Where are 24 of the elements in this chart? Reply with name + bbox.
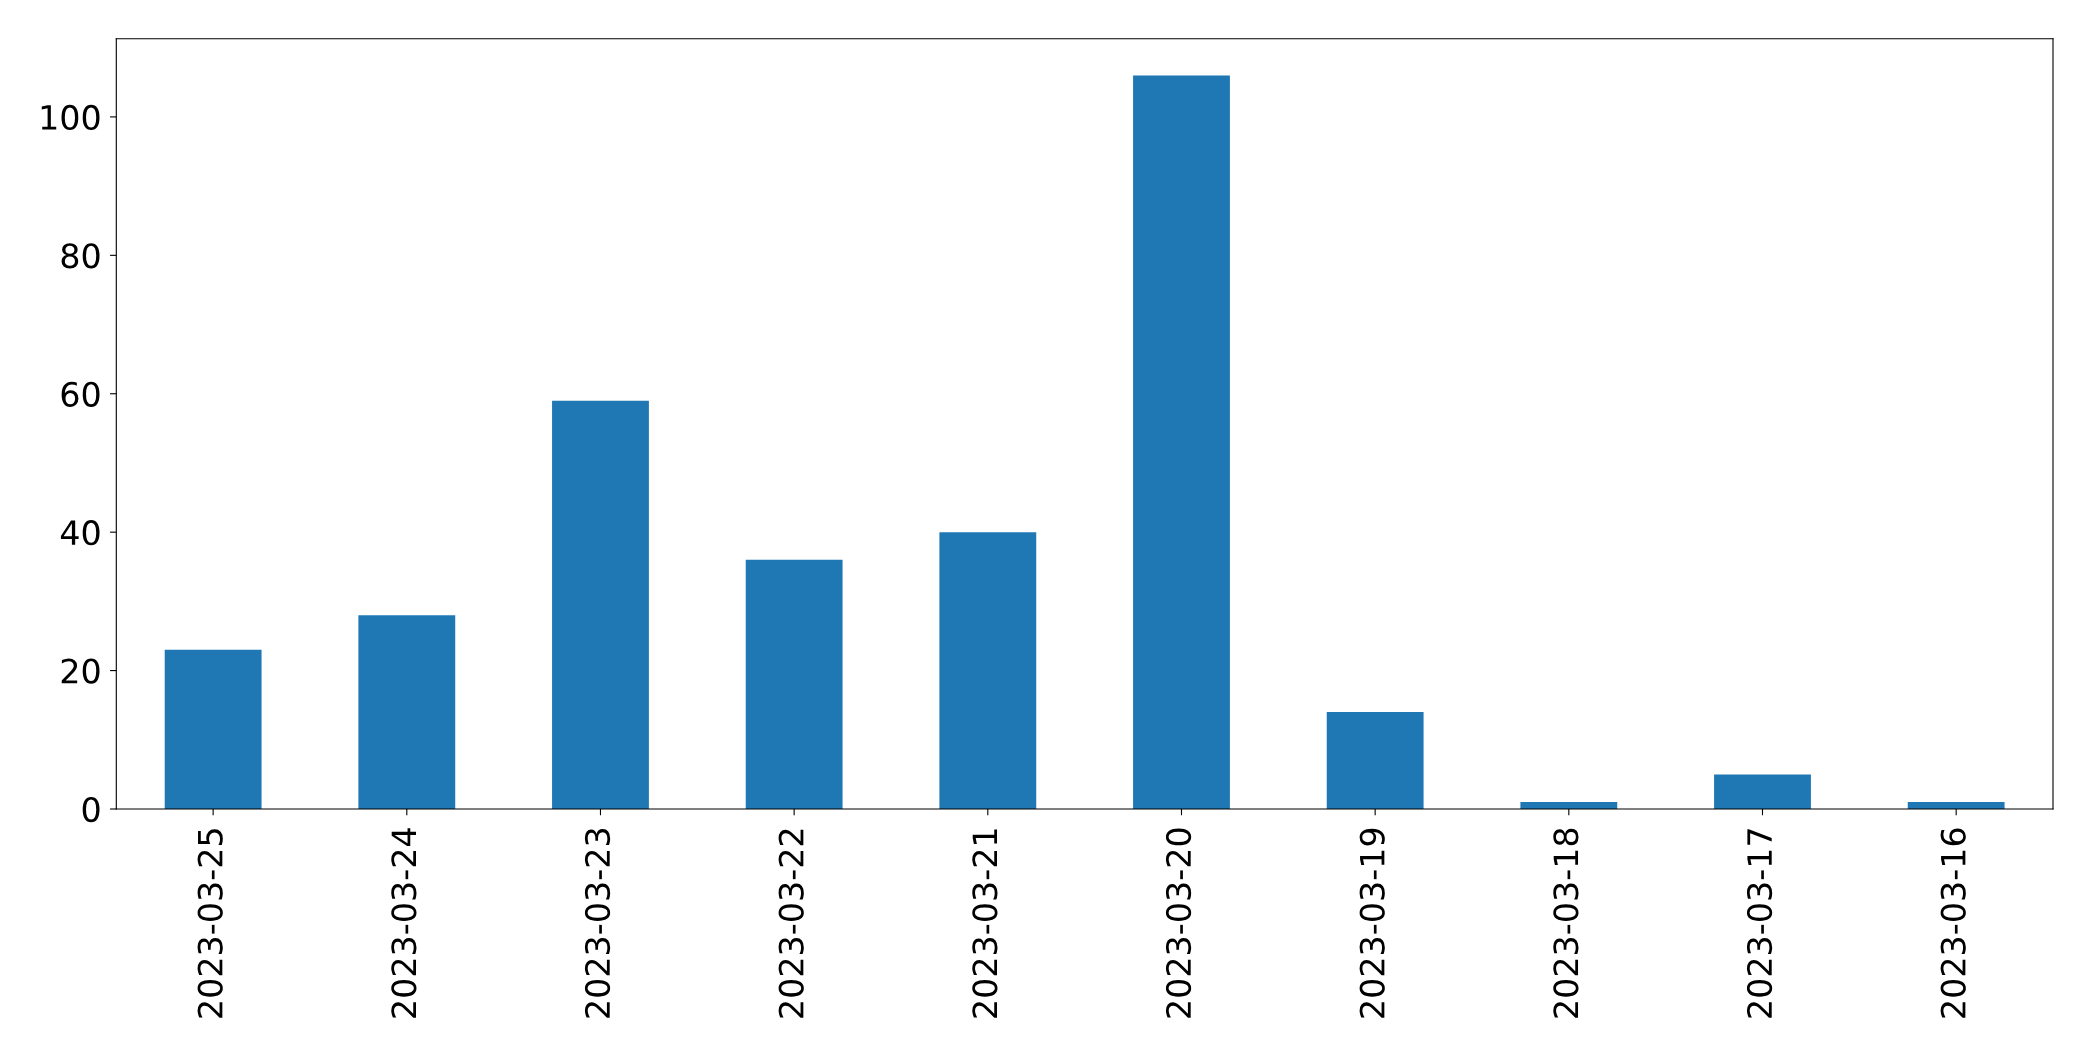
- x-tick-label: 2023-03-18: [1553, 828, 1579, 1018]
- x-tick-label: 2023-03-22: [778, 829, 804, 1018]
- x-tick-label: 2023-03-20: [1165, 828, 1192, 1018]
- x-tick-label: 2023-03-19: [1359, 828, 1385, 1018]
- y-tick-label: 0: [82, 796, 100, 823]
- bar: [745, 559, 843, 809]
- y-tick-label: 20: [61, 658, 100, 684]
- x-tick-label: 2023-03-24: [391, 828, 417, 1018]
- y-tick-label: 40: [60, 520, 100, 546]
- bar: [939, 532, 1037, 809]
- bar: [164, 649, 262, 809]
- y-tick-label: 80: [61, 243, 100, 269]
- x-tick-label: 2023-03-25: [197, 829, 223, 1018]
- bar: [1326, 712, 1424, 809]
- y-tick-label: 100: [41, 104, 100, 131]
- bar: [1714, 774, 1811, 809]
- bar: [552, 400, 649, 809]
- x-tick-label: 2023-03-16: [1940, 828, 1966, 1018]
- x-tick-label: 2023-03-21: [972, 829, 998, 1018]
- bar: [1133, 75, 1230, 809]
- y-tick-label: 60: [61, 381, 100, 407]
- x-tick-label: 2023-03-23: [584, 829, 611, 1018]
- x-tick-label: 2023-03-17: [1746, 829, 1773, 1018]
- bar: [358, 615, 456, 809]
